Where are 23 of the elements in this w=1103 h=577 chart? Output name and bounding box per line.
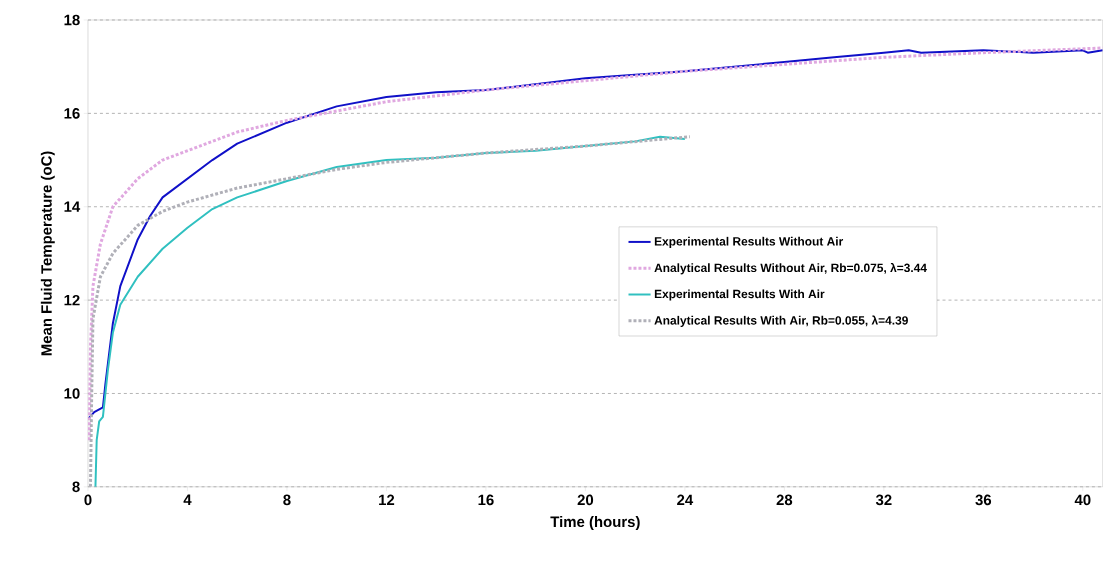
y-axis-title: Mean Fluid Temperature (oC) — [40, 151, 55, 356]
x-tick-label: 4 — [183, 494, 192, 505]
x-tick-label: 16 — [478, 494, 494, 506]
y-tick-label: 16 — [64, 108, 80, 119]
legend-label: Experimental Results With Air — [654, 289, 825, 301]
x-axis-title: Time (hours) — [550, 516, 640, 531]
x-tick-label: 0 — [84, 494, 92, 506]
x-tick-label: 32 — [875, 494, 892, 506]
x-tick-label: 28 — [776, 494, 793, 506]
x-tick-label: 20 — [577, 494, 594, 506]
legend-label: Analytical Results With Air, Rb=0.055, λ=4.39 — [654, 315, 908, 328]
legend-label: Experimental Results Without Air — [654, 236, 844, 249]
legend-label: Analytical Results Without Air, Rb=0.075, λ=3.44 — [654, 263, 927, 275]
x-tick-label: 40 — [1074, 494, 1091, 506]
x-tick-label: 12 — [379, 494, 395, 506]
y-tick-label: 18 — [64, 14, 80, 26]
y-tick-label: 12 — [64, 294, 80, 306]
x-tick-label: 24 — [677, 494, 694, 506]
y-tick-label: 8 — [72, 481, 80, 493]
x-tick-label: 8 — [283, 494, 291, 506]
x-tick-label: 36 — [975, 494, 992, 506]
y-tick-label: 14 — [64, 201, 81, 212]
y-tick-label: 10 — [64, 388, 80, 399]
